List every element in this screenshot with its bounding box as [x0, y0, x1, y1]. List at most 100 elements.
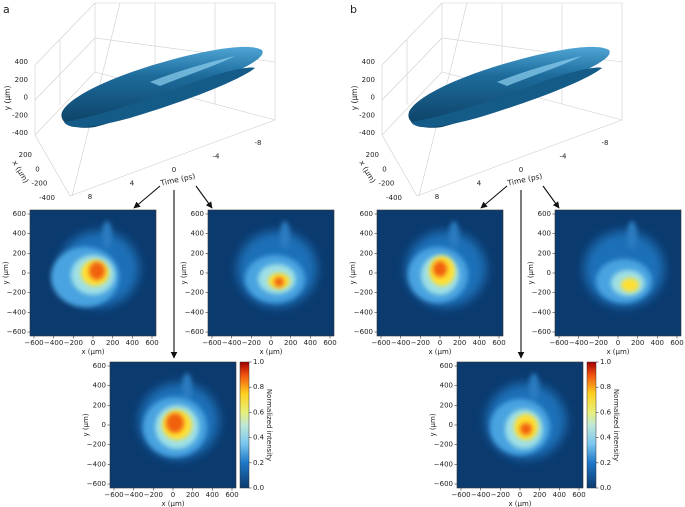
- x-tick-label: 400: [304, 339, 317, 347]
- y-tick-label: -200: [359, 111, 375, 119]
- blob: [621, 278, 639, 292]
- colorbar-tick-label: 0.6: [600, 408, 612, 416]
- colorbar-tick-label: 0.8: [253, 383, 264, 391]
- axis-label: y (μm): [527, 261, 535, 284]
- y-tick-label: 200: [362, 76, 375, 84]
- streak: [182, 373, 192, 401]
- axis-label: y (μm): [349, 261, 357, 284]
- y-tick-label: 200: [440, 401, 453, 409]
- x-tick-label: 200: [366, 151, 379, 159]
- x-tick-label: 200: [533, 491, 546, 499]
- t-tick-label: 4: [130, 180, 135, 188]
- x-tick-label: −400: [569, 339, 588, 347]
- x-tick-label: −600: [451, 491, 470, 499]
- x-tick-label: 400: [473, 339, 486, 347]
- x-tick-label: −600: [371, 339, 390, 347]
- blob: [166, 413, 184, 433]
- colorbar-tick-label: 0.0: [600, 484, 611, 492]
- heatmap-blobs: [406, 221, 486, 307]
- axis-label: y (μm): [3, 86, 12, 111]
- x-tick-label: −200: [242, 339, 261, 347]
- colorbar-label: Normalized intensity: [612, 389, 620, 461]
- streak: [529, 373, 539, 401]
- t-tick-label: -4: [560, 153, 568, 161]
- y-tick-label: −200: [532, 289, 551, 297]
- x-tick-label: 600: [323, 339, 336, 347]
- y-tick-label: 600: [538, 210, 551, 218]
- colorbar-tick-label: 0.2: [253, 459, 264, 467]
- x-tick-label: −600: [549, 339, 568, 347]
- x-tick-label: -400: [386, 194, 402, 202]
- x-tick-label: 600: [670, 339, 683, 347]
- y-tick-label: 600: [191, 210, 204, 218]
- y-tick-label: 400: [191, 230, 204, 238]
- y-tick-label: 0: [102, 421, 106, 429]
- y-tick-label: −600: [185, 328, 204, 336]
- t-tick-label: 8: [435, 193, 439, 201]
- streak: [280, 221, 290, 249]
- y-tick-label: 600: [93, 362, 106, 370]
- x-tick-label: 400: [126, 339, 139, 347]
- x-tick-label: −200: [144, 491, 163, 499]
- colorbar-label: Normalized intensity: [265, 389, 273, 461]
- blob: [520, 423, 532, 435]
- y-tick-label: −400: [185, 308, 204, 316]
- blob: [433, 261, 447, 277]
- x-tick-label: 400: [553, 491, 566, 499]
- y-tick-label: 400: [538, 230, 551, 238]
- x-tick-label: 200: [453, 339, 466, 347]
- colorbar: [586, 361, 597, 489]
- y-tick-label: −200: [354, 289, 373, 297]
- x-tick-label: 200: [106, 339, 119, 347]
- x-tick-label: 0: [269, 339, 273, 347]
- y-tick-label: −600: [87, 480, 106, 488]
- y-tick-label: 0: [547, 269, 551, 277]
- x-tick-label: −200: [411, 339, 430, 347]
- isosurface: [61, 46, 263, 128]
- t-tick-label: 8: [88, 193, 92, 201]
- panel-label: a: [3, 3, 10, 16]
- axis-label: x (μm): [428, 348, 451, 356]
- y-tick-label: −600: [532, 328, 551, 336]
- heatmap: −600 −400 −200 0 200 400 6006004002000−200−400…: [2, 209, 159, 356]
- heatmap-blobs: [584, 221, 664, 307]
- arrow: [542, 185, 560, 209]
- y-tick-label: 0: [200, 269, 204, 277]
- arrow: [133, 185, 161, 209]
- y-tick-label: 0: [371, 94, 375, 102]
- y-tick-label: 400: [15, 58, 28, 66]
- x-tick-label: -200: [378, 180, 394, 188]
- axis-label: x (μm): [161, 500, 184, 507]
- x-tick-label: −400: [222, 339, 241, 347]
- y-tick-label: 200: [93, 401, 106, 409]
- axis-label: x (μm): [606, 348, 629, 356]
- streak: [102, 221, 112, 249]
- y-tick-label: 400: [13, 230, 26, 238]
- x-tick-label: −400: [44, 339, 63, 347]
- axis-label: y (μm): [82, 413, 90, 436]
- x-tick-label: −200: [589, 339, 608, 347]
- x-tick-label: −600: [104, 491, 123, 499]
- t-tick-label: -4: [213, 153, 221, 161]
- y-tick-label: 200: [360, 249, 373, 257]
- isosurface: [408, 46, 610, 128]
- y-tick-label: −400: [87, 460, 106, 468]
- y-tick-label: −600: [354, 328, 373, 336]
- axis-label: Time (ps): [159, 171, 196, 187]
- x-tick-label: 0: [171, 491, 175, 499]
- y-tick-label: 400: [93, 382, 106, 390]
- y-tick-label: 200: [191, 249, 204, 257]
- isosurface-lobe: [411, 67, 602, 128]
- x-tick-label: −200: [491, 491, 510, 499]
- y-tick-label: 400: [440, 382, 453, 390]
- y-tick-label: −200: [434, 441, 453, 449]
- axis-label: y (μm): [2, 261, 10, 284]
- axis-label: x (μm): [357, 159, 377, 185]
- colorbar-tick-label: 0.0: [253, 484, 264, 492]
- panel-label: b: [350, 3, 357, 16]
- x-tick-label: 200: [186, 491, 199, 499]
- y-tick-label: −400: [532, 308, 551, 316]
